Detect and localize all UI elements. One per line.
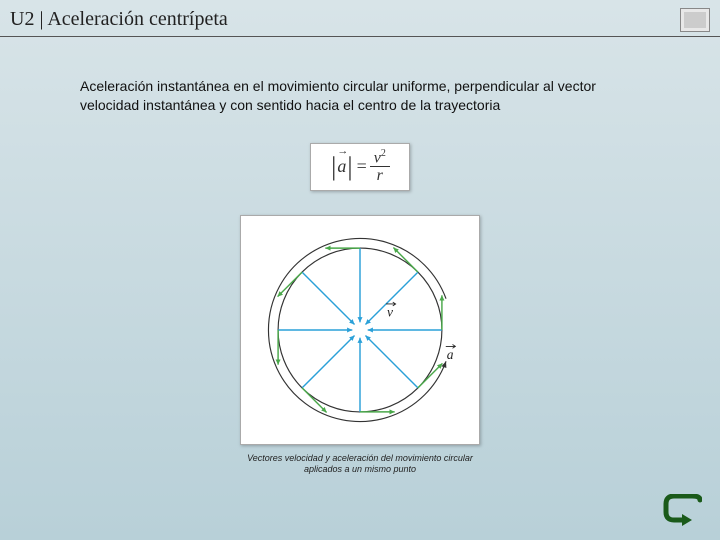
formula-box: | a | = v2 r — [310, 143, 410, 191]
diagram-box: va — [240, 215, 480, 445]
svg-text:a: a — [447, 347, 454, 362]
slide-content: Aceleración instantánea en el movimiento… — [0, 37, 720, 474]
formula: | a | = v2 r — [330, 149, 390, 185]
back-button[interactable] — [662, 494, 702, 526]
vector-diagram: va — [249, 224, 471, 436]
publisher-logo — [680, 8, 710, 32]
page-title: U2 | Aceleración centrípeta — [10, 8, 228, 31]
diagram-caption: Vectores velocidad y aceleración del mov… — [240, 453, 480, 475]
svg-text:v: v — [387, 304, 393, 319]
slide-header: U2 | Aceleración centrípeta — [0, 0, 720, 37]
formula-lhs: a — [337, 156, 346, 177]
back-arrow-icon — [662, 494, 702, 526]
description-text: Aceleración instantánea en el movimiento… — [80, 77, 620, 115]
